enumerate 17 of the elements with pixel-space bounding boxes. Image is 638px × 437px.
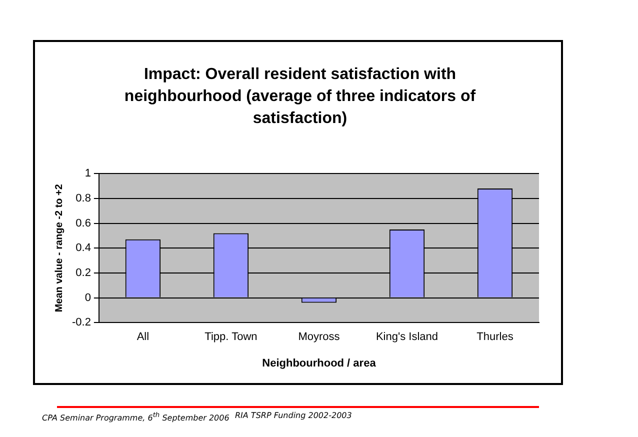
y-tick-label: 1: [84, 168, 91, 180]
x-tick-label: All: [136, 331, 150, 344]
y-axis-title: Mean value - range -2 to +2: [54, 184, 65, 312]
text: RIA TSRP Funding 2002-2003: [235, 411, 352, 420]
x-tick-label: King's Island: [376, 331, 438, 344]
x-tick-label: Tipp. Town: [204, 331, 258, 344]
x-tick-label: Thurles: [476, 331, 514, 344]
y-tick-label: 0.4: [76, 242, 91, 254]
y-tick-label: 0.6: [76, 217, 91, 230]
x-axis-title: Neighbourhood / area: [262, 357, 377, 370]
y-tick-label: 0: [84, 292, 91, 304]
y-tick-label: 0.2: [76, 266, 91, 279]
y-tick-label: 0.8: [76, 192, 91, 204]
x-tick-label: Moyross: [298, 331, 340, 344]
y-tick-label: -0.2: [72, 316, 91, 329]
text: CPA Seminar Programme, 6$^{th}$ September 2006: [42, 411, 230, 423]
chart-title: Impact: Overall resident satisfaction with neighbourhood (average of three indicators of satisfaction): [123, 65, 477, 129]
